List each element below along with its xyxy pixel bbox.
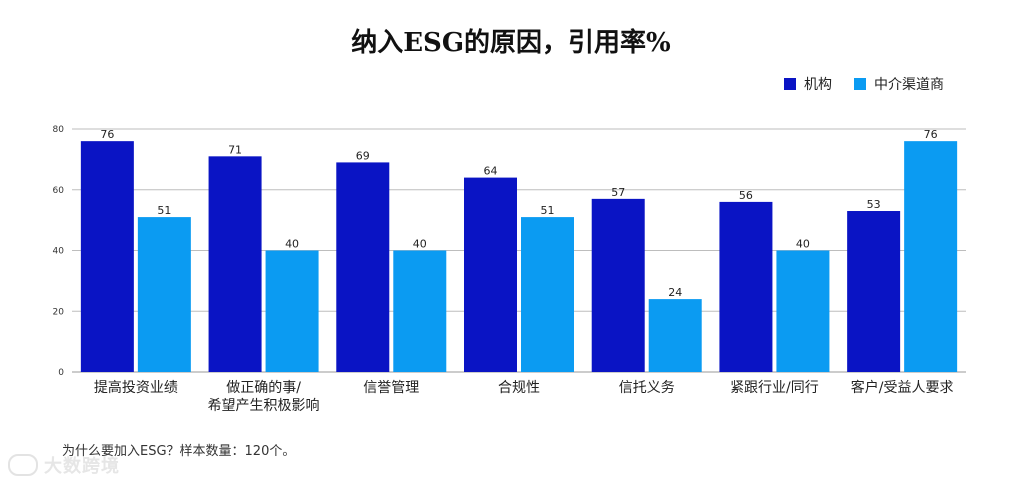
y-tick-label: 20 <box>53 307 65 317</box>
bar <box>648 299 702 372</box>
x-tick-label: 信托义务 <box>619 380 675 396</box>
data-label: 71 <box>228 143 242 156</box>
chart-title: 纳入ESG的原因，引用率% <box>351 28 671 58</box>
data-label: 40 <box>796 238 810 251</box>
x-tick-label: 信誉管理 <box>363 380 419 396</box>
data-label: 64 <box>484 165 498 178</box>
bar <box>719 201 773 372</box>
data-label: 40 <box>285 238 299 251</box>
bar <box>336 162 390 372</box>
bar <box>208 156 262 372</box>
y-tick-label: 0 <box>58 368 64 378</box>
legend: 机构 中介渠道商 <box>762 74 944 94</box>
bar <box>591 198 645 372</box>
watermark-logo-icon <box>8 454 38 476</box>
y-tick-label: 40 <box>53 247 65 257</box>
legend-swatch-institution <box>784 78 796 90</box>
data-label: 51 <box>541 204 555 217</box>
data-label: 56 <box>739 189 753 202</box>
data-label: 53 <box>867 198 881 211</box>
data-label: 57 <box>611 186 625 199</box>
bar <box>464 177 517 372</box>
data-label: 24 <box>668 286 682 299</box>
data-label: 76 <box>924 128 938 141</box>
bar <box>904 141 958 372</box>
bar <box>137 217 191 372</box>
x-tick-label: 紧跟行业/同行 <box>730 380 819 396</box>
watermark-text: 大数跨境 <box>44 456 120 477</box>
y-tick-label: 60 <box>53 186 65 196</box>
x-tick-label: 做正确的事/希望产生积极影响 <box>208 380 320 414</box>
data-label: 51 <box>157 204 171 217</box>
bar <box>776 250 830 372</box>
legend-item-intermediary: 中介渠道商 <box>854 74 944 94</box>
x-tick-label: 合规性 <box>498 380 540 396</box>
bar <box>521 217 574 372</box>
legend-swatch-intermediary <box>854 78 866 90</box>
legend-label-institution: 机构 <box>804 77 832 93</box>
watermark: 大数跨境 <box>8 452 120 478</box>
bar <box>265 250 319 372</box>
bar <box>847 211 901 372</box>
legend-item-institution: 机构 <box>784 74 832 94</box>
data-label: 69 <box>356 149 370 162</box>
data-label: 76 <box>100 128 114 141</box>
data-label: 40 <box>413 238 427 251</box>
legend-label-intermediary: 中介渠道商 <box>874 77 944 93</box>
x-tick-label: 客户/受益人要求 <box>851 379 954 396</box>
footnote: 为什么要加入ESG？样本数量：120个。 <box>62 444 296 459</box>
bar <box>393 250 447 372</box>
x-tick-label: 提高投资业绩 <box>94 379 178 396</box>
bar <box>80 141 134 372</box>
y-tick-label: 80 <box>53 125 65 135</box>
